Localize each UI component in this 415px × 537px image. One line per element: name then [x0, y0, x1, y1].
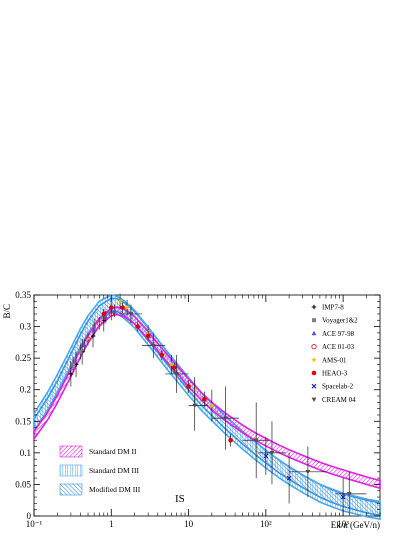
- legend-marker-ace-97-98: [311, 330, 317, 336]
- legend-label-modified-dm-iii: Modified DM III: [89, 485, 141, 494]
- data-point-imp7-8: [90, 333, 96, 339]
- data-point-ace-97-98: [91, 327, 97, 332]
- chart-annotation: IS: [175, 493, 185, 505]
- y-tick-label: 0.25: [15, 353, 31, 363]
- points-legend: IMP7-8 Voyager1&2 ACE 97-98 ACE 01-03 AMS-01…: [311, 304, 358, 404]
- legend-label-imp7-8: IMP7-8: [322, 304, 344, 312]
- data-point-ace-01-03: [96, 320, 102, 327]
- data-point-ace-97-98: [103, 314, 109, 319]
- x-axis-title: Ek/n (GeV/n): [331, 520, 380, 530]
- legend-label-spacelab-2: Spacelab-2: [322, 383, 354, 391]
- y-tick-label: 0.2: [20, 385, 31, 395]
- legend-label-ace-01-03: ACE 01-03: [322, 343, 355, 351]
- x-tick-label: 10²: [260, 519, 272, 529]
- y-tick-label: 0.35: [15, 290, 31, 300]
- x-tick-label: 10³: [337, 519, 349, 529]
- legend-label-standard-dm-ii: Standard DM II: [89, 447, 137, 456]
- data-point-cream-04: [128, 312, 134, 317]
- y-tick-label: 0.1: [20, 448, 31, 458]
- data-point-heao-3: [159, 352, 165, 358]
- legend-marker-voyager1-2: [312, 318, 316, 323]
- legend-marker-cream-04: [311, 397, 317, 402]
- y-tick-label: 0.3: [20, 322, 32, 332]
- x-tick-label: 10: [184, 519, 194, 529]
- data-point-heao-3: [135, 324, 141, 329]
- data-point-ams-01: [168, 361, 175, 367]
- data-point-cream-04: [305, 470, 311, 475]
- legend-swatch-standard-dm-ii: [59, 445, 83, 458]
- x-tick-label: 10⁻¹: [26, 519, 43, 529]
- bands-legend: Standard DM II Standard DM III Modified DM…: [59, 445, 141, 496]
- data-point-cream-04: [150, 343, 156, 349]
- data-point-spacelab-2: [263, 453, 269, 459]
- data-point-ace-97-98: [112, 308, 117, 313]
- legend-label-standard-dm-iii: Standard DM III: [89, 466, 139, 475]
- axes: 0 0.05 0.1 0.15 0.2 0.25 0.3 0.35 10⁻¹ 1 10 10² 10³: [15, 290, 381, 529]
- legend-label-heao-3: HEAO-3: [322, 370, 348, 378]
- data-point-heao-3: [186, 384, 191, 389]
- data-point-voyager1-2: [71, 362, 76, 367]
- data-point-heao-3: [171, 365, 177, 370]
- data-point-heao-3: [108, 305, 114, 310]
- y-axis-title: B/C: [2, 304, 12, 319]
- legend-marker-spacelab-2: [311, 383, 317, 389]
- data-point-cream-04: [269, 451, 275, 456]
- legend-marker-heao-3: [311, 370, 317, 376]
- data-point-spacelab-2: [340, 494, 346, 500]
- data-point-ace-97-98: [82, 342, 87, 348]
- y-tick-label: 0: [27, 511, 32, 521]
- legend-label-voyager1-2: Voyager1&2: [322, 317, 358, 325]
- data-point-heao-3: [101, 311, 107, 317]
- legend-label-ams-01: AMS-01: [322, 356, 347, 364]
- data-point-cream-04: [174, 372, 179, 377]
- data-point-heao-3: [228, 437, 233, 443]
- data-point-ams-01: [124, 304, 130, 310]
- data-point-heao-3: [202, 396, 207, 402]
- legend-label-cream-04: CREAM 04: [322, 396, 356, 404]
- legend-marker-imp7-8: [311, 304, 317, 310]
- data-point-ams-01: [209, 402, 215, 408]
- data-point-cream-04: [192, 403, 198, 409]
- data-point-cream-04: [253, 438, 259, 443]
- legend-swatch-standard-dm-iii: [59, 464, 83, 477]
- data-point-heao-3: [120, 305, 125, 310]
- x-tick-label: 1: [109, 519, 114, 529]
- data-point-ams-01: [117, 298, 123, 304]
- data-point-ace-01-03: [85, 336, 91, 342]
- legend-marker-ace-01-03: [311, 343, 317, 350]
- legend-swatch-modified-dm-iii: [59, 483, 83, 496]
- data-point-spacelab-2: [286, 475, 292, 481]
- legend-label-ace-97-98: ACE 97-98: [322, 330, 355, 338]
- data-point-cream-04: [223, 416, 228, 421]
- data-point-imp7-8: [68, 371, 74, 377]
- data-point-voyager1-2: [78, 349, 83, 354]
- legend-marker-ams-01: [311, 357, 317, 363]
- data-point-heao-3: [145, 333, 151, 339]
- y-tick-label: 0.05: [15, 479, 31, 489]
- data-point-cream-04: [346, 492, 352, 497]
- y-tick-label: 0.15: [15, 416, 31, 426]
